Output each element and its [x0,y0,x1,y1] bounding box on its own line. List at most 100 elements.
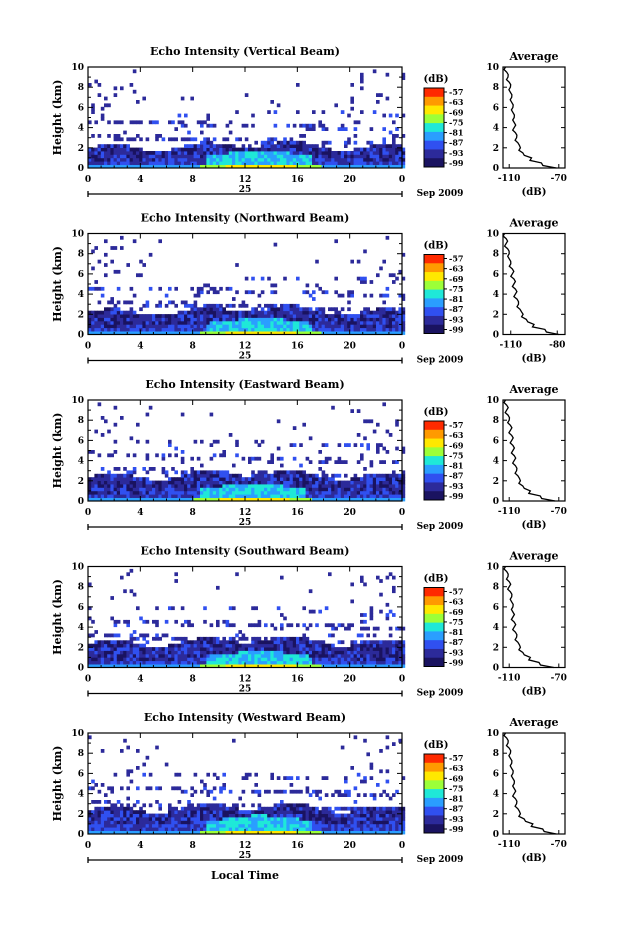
echo-cell [177,660,182,665]
echo-cell [88,786,92,791]
echo-cell [187,657,191,662]
echo-cell [94,154,98,159]
echo-cell [286,643,290,648]
echo-cell [260,827,265,831]
echo-cell [139,494,143,498]
echo-cell [379,314,383,318]
echo-cell [257,331,262,335]
echo-cell [152,636,156,641]
echo-cell [196,484,201,488]
echo-cell [382,487,386,492]
echo-cell [299,490,303,495]
echo-cell [120,147,124,152]
echo-cell [184,650,188,655]
echo-cell [379,477,383,481]
echo-cell [308,477,313,481]
echo-cell [88,480,92,485]
echo-cell [382,144,386,148]
echo-cell [270,484,274,488]
echo-cell [315,657,319,662]
echo-cell [190,487,194,492]
echo-cell [132,497,137,502]
colorbar-tick-label: -57 [449,87,463,97]
echo-cell [113,137,118,142]
echo-cell [174,164,178,169]
echo-cell [116,827,121,831]
echo-cell [289,806,294,811]
echo-field [88,235,406,335]
echo-cell [331,643,335,648]
echo-cell [270,473,274,478]
echo-cell [280,161,284,165]
echo-cell [222,647,226,651]
echo-cell [171,487,175,492]
echo-cell [200,497,204,502]
colorbar-tick-label: -93 [449,647,464,657]
echo-cell [193,653,198,658]
echo-cell [136,164,140,169]
echo-cell [91,110,95,114]
echo-cell [222,137,226,142]
echo-cell [196,810,201,814]
echo-cell [148,467,153,471]
echo-cell [283,789,287,794]
echo-cell [392,640,396,645]
echo-cell [88,813,92,818]
echo-cell [296,480,300,485]
echo-cell [379,657,383,662]
echo-cell [264,477,268,481]
echo-cell [385,96,390,101]
echo-cell [139,806,143,811]
echo-cell [392,320,396,325]
echo-cell [171,664,175,668]
echo-cell [248,157,252,162]
echo-cell [120,473,124,478]
echo-cell [203,810,207,814]
echo-cell [187,151,191,155]
echo-cell [193,154,198,159]
echo-cell [158,817,162,821]
echo-cell [196,327,201,332]
echo-cell [104,317,108,322]
echo-cell [299,810,303,814]
echo-cell [107,317,111,322]
echo-cell [321,650,326,655]
echo-cell [340,151,345,155]
echo-cell [171,120,175,125]
echo-cell [251,154,255,159]
echo-cell [273,497,278,502]
echo-cell [276,636,281,641]
echo-cell [91,817,95,821]
echo-cell [302,827,306,831]
echo-cell [100,106,105,111]
echo-cell [363,317,367,322]
echo-cell [94,817,98,821]
echo-cell [94,813,98,818]
echo-cell [200,810,204,814]
echo-cell [126,317,130,322]
echo-cell [116,813,121,818]
echo-cell [251,151,255,155]
colorbar-tick-label: -93 [449,314,464,324]
echo-cell [228,494,233,498]
echo-cell [193,817,198,821]
echo-cell [321,647,326,651]
echo-cell [190,647,194,651]
echo-cell [388,147,393,152]
echo-cell [148,657,153,662]
echo-cell [177,647,182,651]
echo-cell [244,93,249,97]
echo-cell [376,497,380,502]
echo-cell [257,647,262,651]
echo-cell [113,480,118,485]
echo-cell [312,789,316,794]
echo-cell [344,779,348,784]
echo-cell [353,314,358,318]
echo-cell [328,830,332,835]
echo-cell [241,123,246,128]
echo-cell [366,650,370,655]
echo-cell [260,327,265,332]
echo-cell [292,487,297,492]
echo-cell [168,653,172,658]
echo-cell [100,151,105,155]
